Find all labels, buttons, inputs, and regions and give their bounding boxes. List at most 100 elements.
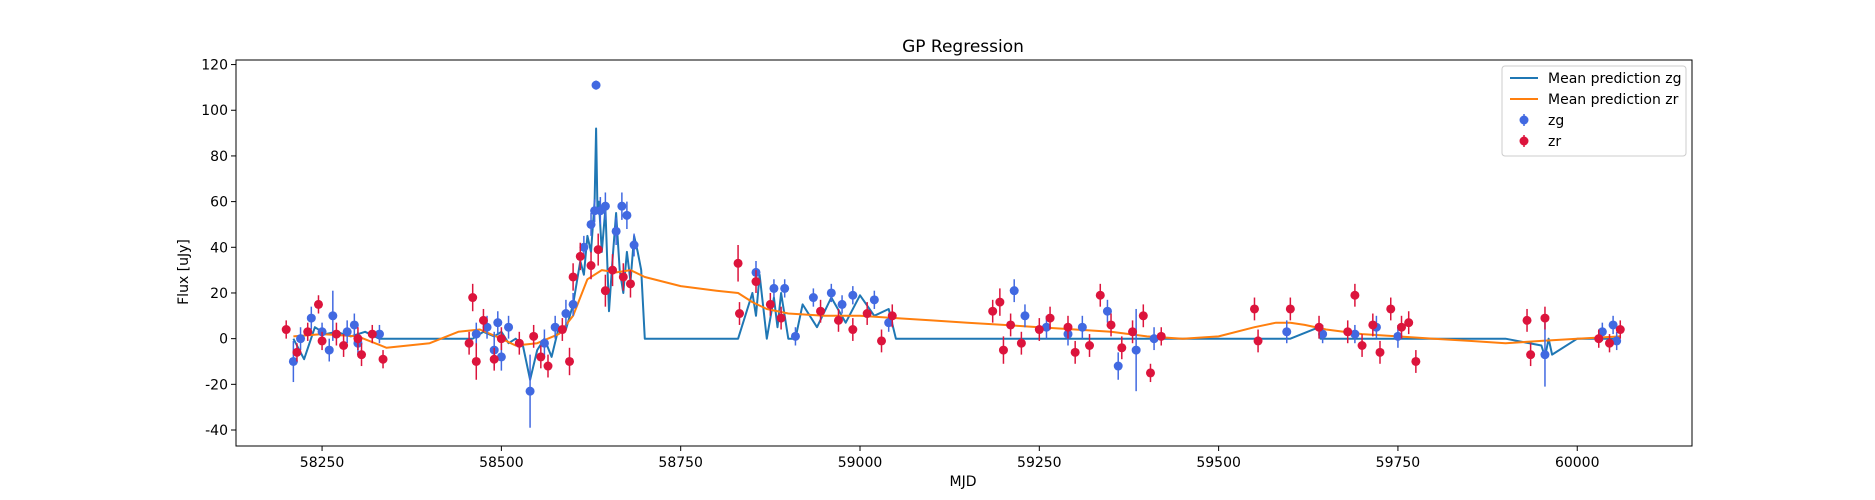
data-point-zr	[536, 352, 546, 362]
data-point-zg	[324, 345, 334, 355]
data-point-zg	[790, 331, 800, 341]
data-point-zg	[482, 322, 492, 332]
data-point-zr	[887, 311, 897, 321]
data-point-zr	[1605, 338, 1615, 348]
data-point-zr	[998, 345, 1008, 355]
data-point-zg	[1041, 322, 1051, 332]
data-point-zg	[288, 356, 298, 366]
data-point-zr	[1411, 356, 1421, 366]
data-point-zr	[1375, 347, 1385, 357]
data-point-zr	[1526, 350, 1536, 360]
x-tick-label: 58250	[300, 455, 345, 471]
data-point-zg	[1318, 329, 1328, 339]
legend-label: zr	[1548, 134, 1561, 150]
data-point-zg	[837, 299, 847, 309]
data-point-zg	[586, 219, 596, 229]
data-point-zg	[1608, 320, 1618, 330]
data-point-zg	[1612, 336, 1622, 346]
data-point-zr	[468, 293, 478, 303]
data-point-zr	[735, 309, 745, 319]
data-point-zr	[1249, 304, 1259, 314]
data-point-zr	[575, 251, 585, 261]
plot-area	[281, 80, 1625, 428]
data-point-zr	[586, 261, 596, 271]
data-point-zr	[877, 336, 887, 346]
data-point-zr	[751, 277, 761, 287]
x-tick-label: 59250	[1017, 455, 1062, 471]
data-point-zr	[1085, 341, 1095, 351]
data-point-zg	[591, 80, 601, 90]
data-point-zr	[471, 356, 481, 366]
data-point-zr	[339, 341, 349, 351]
chart-title: GP Regression	[902, 37, 1024, 57]
data-point-zr	[1594, 334, 1604, 344]
data-point-zr	[565, 356, 575, 366]
data-point-zg	[579, 242, 589, 252]
data-point-zr	[489, 354, 499, 364]
data-point-zr	[593, 245, 603, 255]
data-point-zg	[1077, 322, 1087, 332]
y-tick-label: 0	[219, 332, 228, 348]
data-point-zr	[1138, 311, 1148, 321]
data-point-zr	[568, 272, 578, 282]
x-axis-label: MJD	[950, 474, 977, 490]
data-point-zr	[378, 354, 388, 364]
y-tick-label: -40	[205, 423, 228, 439]
legend-marker-swatch	[1519, 115, 1529, 125]
y-tick-label: 100	[201, 103, 228, 119]
y-tick-label: 80	[210, 149, 228, 165]
data-point-zg	[493, 318, 503, 328]
legend-label: Mean prediction zg	[1548, 71, 1682, 87]
data-point-zr	[529, 331, 539, 341]
data-point-zr	[1045, 313, 1055, 323]
data-point-zr	[464, 338, 474, 348]
series-points-zr	[281, 233, 1625, 383]
legend-entry: Mean prediction zr	[1510, 92, 1679, 108]
data-point-zr	[1343, 327, 1353, 337]
legend-box	[1501, 65, 1687, 157]
data-point-zg	[1113, 361, 1123, 371]
data-point-zr	[1615, 325, 1625, 335]
data-point-zg	[600, 201, 610, 211]
data-point-zr	[1070, 347, 1080, 357]
x-tick-label: 59000	[838, 455, 883, 471]
data-point-zr	[367, 329, 377, 339]
data-point-zg	[1131, 345, 1141, 355]
data-point-zr	[1540, 313, 1550, 323]
data-point-zr	[357, 350, 367, 360]
legend-label: zg	[1548, 113, 1564, 129]
data-point-zg	[611, 226, 621, 236]
series-line-mean-prediction-zr	[293, 269, 1621, 349]
x-tick-label: 60000	[1555, 455, 1600, 471]
y-tick-label: -20	[205, 377, 228, 393]
data-point-zr	[816, 306, 826, 316]
data-point-zg	[471, 329, 481, 339]
data-point-zr	[1522, 315, 1532, 325]
data-point-zg	[808, 293, 818, 303]
legend-entry: zg	[1519, 113, 1564, 129]
data-point-zg	[1393, 331, 1403, 341]
legend-label: Mean prediction zr	[1548, 92, 1679, 108]
data-point-zr	[848, 325, 858, 335]
data-point-zr	[281, 325, 291, 335]
data-point-zr	[1145, 368, 1155, 378]
data-point-zr	[1006, 320, 1016, 330]
data-point-zr	[557, 325, 567, 335]
y-tick-label: 120	[201, 58, 228, 74]
data-point-zr	[1404, 318, 1414, 328]
data-point-zr	[313, 299, 323, 309]
data-point-zr	[765, 299, 775, 309]
data-point-zr	[733, 258, 743, 268]
data-point-zr	[1350, 290, 1360, 300]
data-point-zr	[317, 336, 327, 346]
y-tick-label: 40	[210, 240, 228, 256]
data-point-zg	[622, 210, 632, 220]
data-point-zg	[496, 352, 506, 362]
data-point-zr	[1285, 304, 1295, 314]
y-tick-label: 20	[210, 286, 228, 302]
data-point-zr	[1314, 322, 1324, 332]
legend-entry: zr	[1519, 134, 1561, 150]
data-point-zr	[1034, 325, 1044, 335]
data-point-zr	[1128, 327, 1138, 337]
data-point-zg	[328, 311, 338, 321]
